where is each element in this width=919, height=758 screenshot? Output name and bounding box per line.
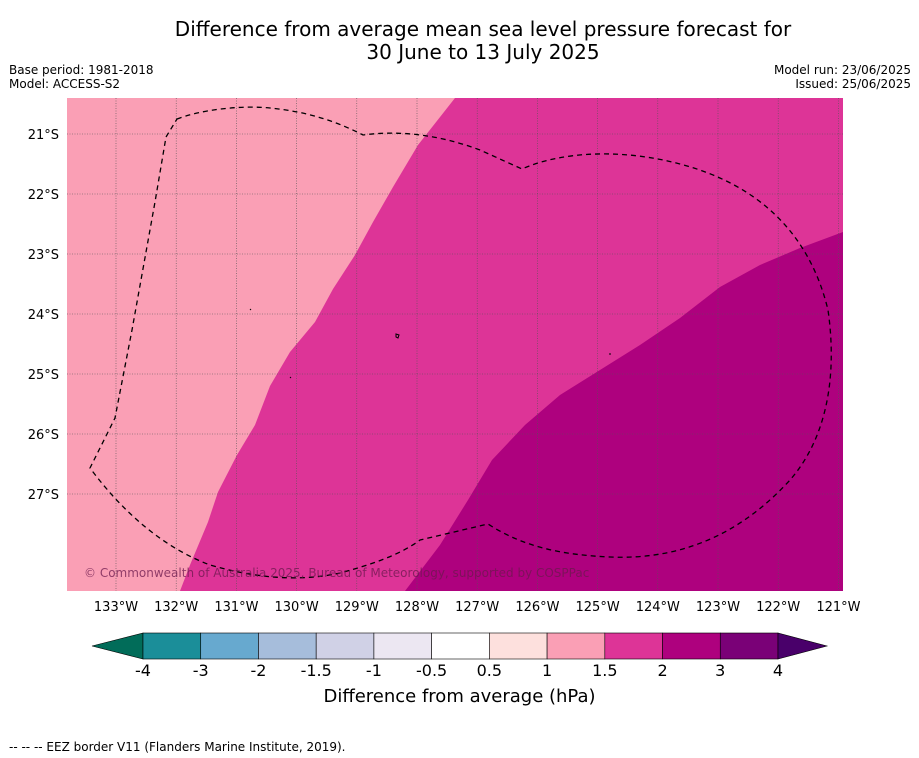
island-2 [395,333,400,339]
copyright-text: © Commonwealth of Australia 2025, Bureau… [84,566,589,580]
colorbar-segment [373,632,432,660]
eez-border [89,106,832,579]
lon-tick-label: 132°W [154,600,198,615]
colorbar-tick-label: 0.5 [477,661,502,680]
lat-tick-label: 23°S [28,248,59,263]
map-band-2-3 [405,232,843,591]
colorbar-tick-label: -1.5 [301,661,332,680]
island-3 [289,376,292,379]
island-1 [249,308,252,311]
meta-left: Base period: 1981-2018 Model: ACCESS-S2 [9,63,154,91]
title-line-2: 30 June to 13 July 2025 [366,40,600,64]
lat-tick-label: 26°S [28,428,59,443]
lon-tick-label: 127°W [455,600,499,615]
chart-title: Difference from average mean sea level p… [0,18,919,64]
base-period: Base period: 1981-2018 [9,63,154,77]
lat-tick-label: 22°S [28,188,59,203]
colorbar-tick-label: 2 [657,661,667,680]
colorbar-segment [315,632,375,660]
colorbar-tick-label: -4 [135,661,151,680]
colorbar-tick-label: 3 [715,661,725,680]
colorbar-tick-label: -3 [193,661,209,680]
lon-tick-label: 131°W [214,600,258,615]
longitude-labels: 133°W 132°W 131°W 130°W 129°W 128°W 127°W 126°W… [94,600,861,615]
title-line-1: Difference from average mean sea level p… [174,17,792,41]
lat-tick-label: 21°S [28,128,59,143]
colorbar-tick-label: -1 [366,661,382,680]
colorbar: -4 -3 -2 -1.5 -1 -0.5 0.5 1 1.5 2 3 4 [91,632,829,680]
lon-tick-label: 123°W [696,600,740,615]
lon-tick-label: 122°W [756,600,800,615]
colorbar-segment [200,632,259,660]
colorbar-segment [258,632,317,660]
lon-tick-label: 128°W [395,600,439,615]
lon-tick-label: 125°W [576,600,620,615]
colorbar-tick-label: -2 [250,661,266,680]
lon-tick-label: 126°W [515,600,559,615]
lon-tick-label: 129°W [335,600,379,615]
issued-date: Issued: 25/06/2025 [795,77,911,91]
islands [249,308,611,379]
lat-tick-label: 25°S [28,368,59,383]
meta-right: Model run: 23/06/2025 Issued: 25/06/2025 [774,63,911,91]
colorbar-tick-label: -0.5 [416,661,447,680]
lon-tick-label: 121°W [816,600,860,615]
map-svg: © Commonwealth of Australia 2025, Bureau… [28,98,861,680]
colorbar-segment [662,632,721,660]
footer-note: -- -- -- EEZ border V11 (Flanders Marine… [9,740,346,754]
colorbar-segment [604,632,663,660]
colorbar-segment [142,632,202,660]
lat-tick-label: 27°S [28,488,59,503]
model-run: Model run: 23/06/2025 [773,63,911,77]
colorbar-label: Difference from average (hPa) [323,686,596,707]
colorbar-tick-label: 1 [542,661,552,680]
lon-tick-label: 133°W [94,600,138,615]
colorbar-segment [431,632,490,660]
lat-tick-label: 24°S [28,308,59,323]
colorbar-extend-high [777,632,829,660]
lon-tick-label: 130°W [275,600,319,615]
colorbar-segment [546,632,606,660]
colorbar-tick-label: 4 [773,661,783,680]
colorbar-segment [719,632,779,660]
model-name: Model: ACCESS-S2 [9,77,121,91]
graticule [67,98,843,591]
lon-tick-label: 124°W [636,600,680,615]
colorbar-segment [489,632,548,660]
colorbar-tick-label: 1.5 [592,661,617,680]
colorbar-extend-low [91,632,144,660]
latitude-labels: 21°S 22°S 23°S 24°S 25°S 26°S 27°S [28,128,59,503]
